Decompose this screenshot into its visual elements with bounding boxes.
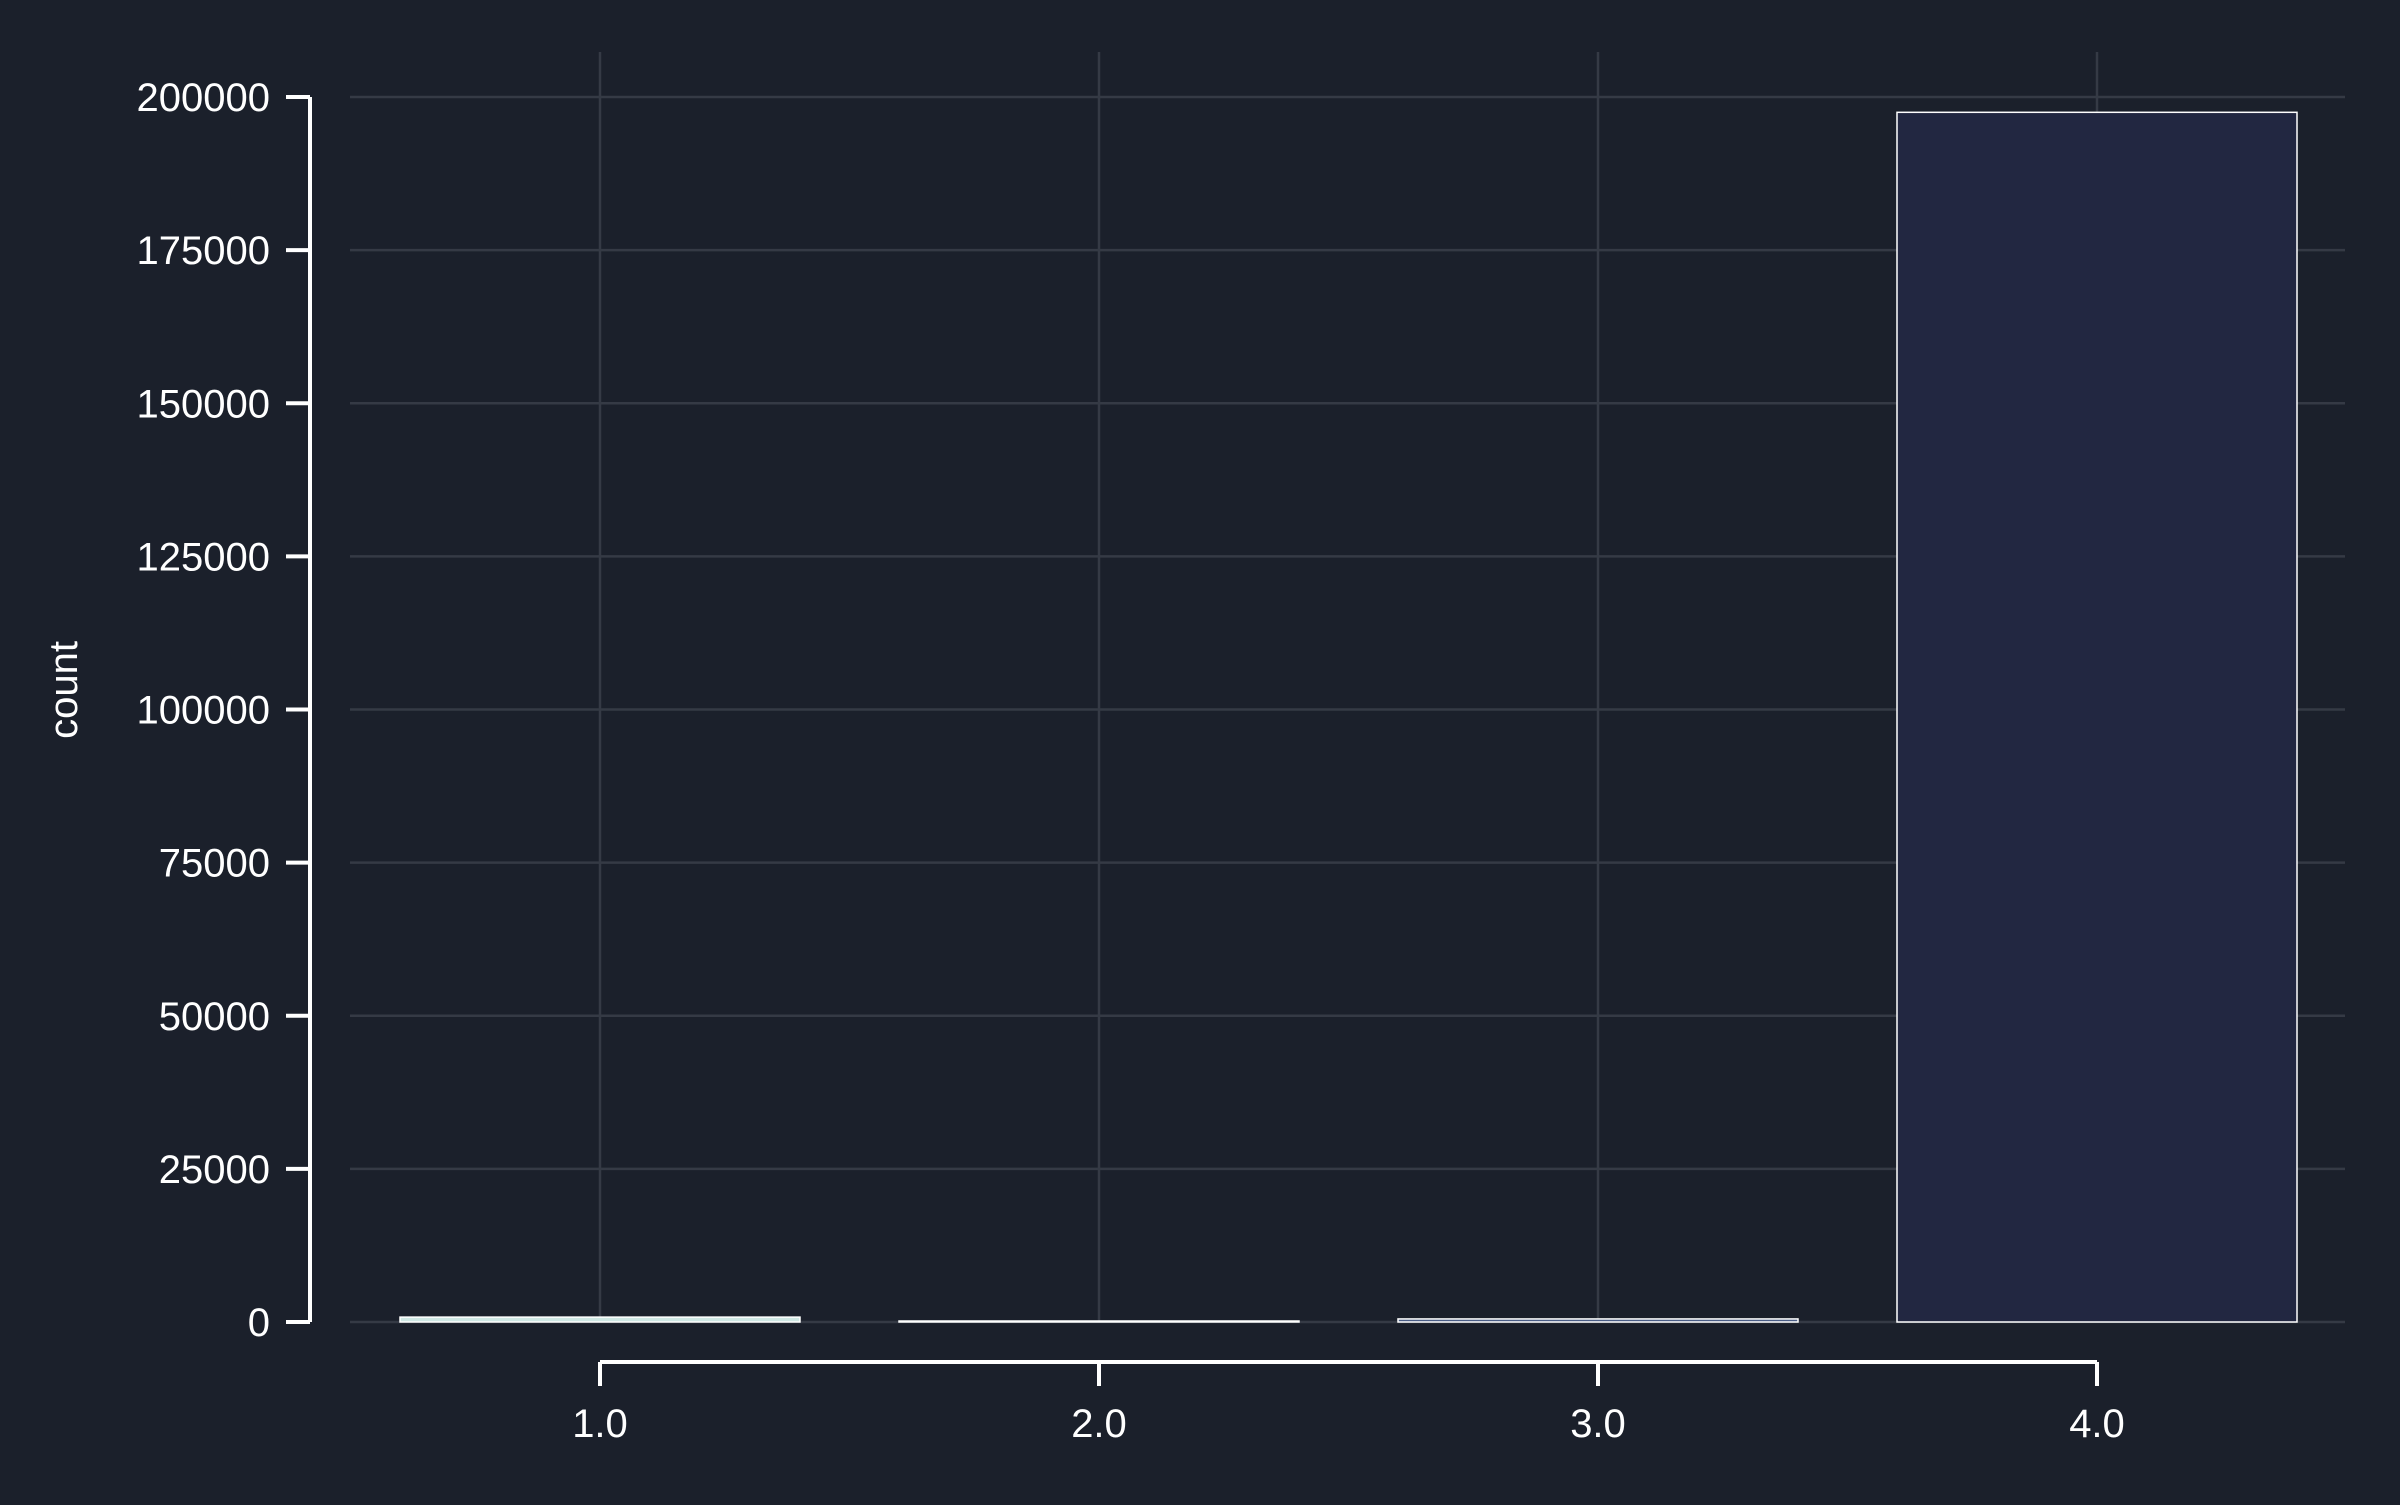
axes: 0 25000 50000 75000 100000 125000 150000 175000… xyxy=(137,76,2125,1446)
labels: count xyxy=(42,641,86,739)
x-tick-label: 3.0 xyxy=(1570,1402,1626,1446)
y-tick-label: 50000 xyxy=(159,995,270,1039)
bar-4.0 xyxy=(1896,111,2298,1323)
bars xyxy=(399,111,2298,1323)
y-tick-label: 0 xyxy=(248,1301,270,1345)
y-tick-label: 125000 xyxy=(137,535,270,579)
y-tick-label: 100000 xyxy=(137,689,270,733)
y-tick-label: 150000 xyxy=(137,382,270,426)
y-tick-label: 75000 xyxy=(159,842,270,886)
bar-2.0 xyxy=(898,1320,1300,1323)
y-tick-label: 175000 xyxy=(137,229,270,273)
bar-3.0 xyxy=(1397,1318,1799,1323)
x-tick-label: 4.0 xyxy=(2069,1402,2125,1446)
y-tick-label: 25000 xyxy=(159,1148,270,1192)
bar-1.0 xyxy=(399,1316,801,1323)
y-tick-label: 200000 xyxy=(137,76,270,120)
y-axis-label: count xyxy=(42,641,86,739)
x-tick-label: 1.0 xyxy=(572,1402,628,1446)
x-tick-label: 2.0 xyxy=(1071,1402,1127,1446)
